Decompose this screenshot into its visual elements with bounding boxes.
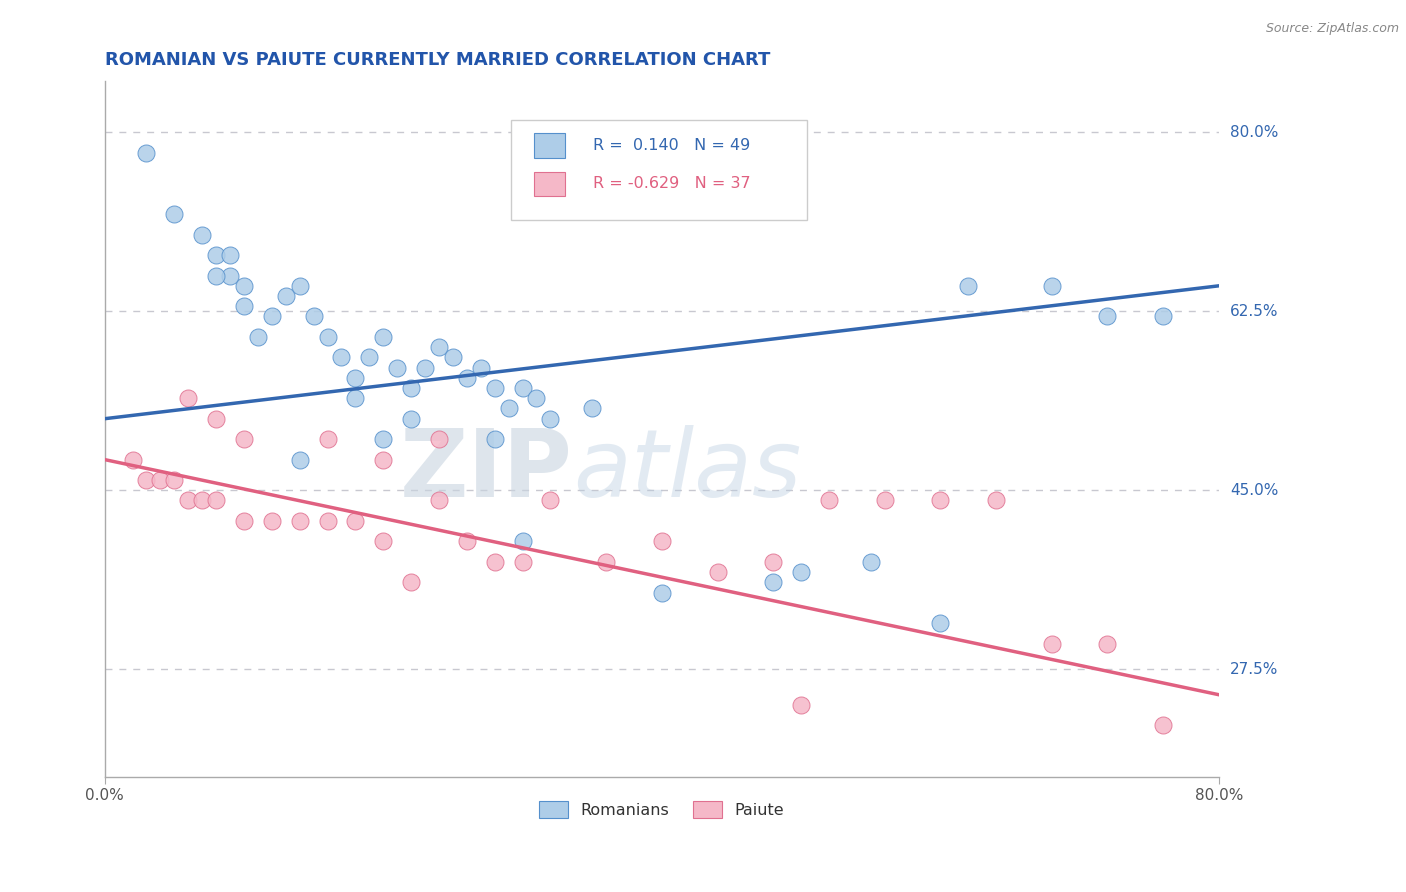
Point xyxy=(984,493,1007,508)
Point xyxy=(1097,637,1119,651)
Point xyxy=(427,340,450,354)
Point xyxy=(260,310,283,324)
Point xyxy=(456,371,478,385)
Point xyxy=(246,330,269,344)
FancyBboxPatch shape xyxy=(534,172,565,196)
Point xyxy=(484,555,506,569)
Point xyxy=(651,585,673,599)
Point xyxy=(330,351,353,365)
Point xyxy=(498,401,520,416)
Point xyxy=(762,575,785,590)
Point xyxy=(149,473,172,487)
Point xyxy=(205,493,228,508)
Point xyxy=(427,493,450,508)
Text: R = -0.629   N = 37: R = -0.629 N = 37 xyxy=(593,177,751,192)
Text: atlas: atlas xyxy=(572,425,801,516)
Point xyxy=(873,493,896,508)
Point xyxy=(191,493,214,508)
Point xyxy=(205,411,228,425)
Point xyxy=(373,330,395,344)
Point xyxy=(790,698,813,712)
Point xyxy=(233,514,256,528)
Point xyxy=(191,227,214,242)
Point xyxy=(399,411,422,425)
Text: R =  0.140   N = 49: R = 0.140 N = 49 xyxy=(593,138,749,153)
Point xyxy=(512,534,534,549)
Point xyxy=(1040,278,1063,293)
Point xyxy=(205,268,228,283)
Point xyxy=(316,330,339,344)
Text: Source: ZipAtlas.com: Source: ZipAtlas.com xyxy=(1265,22,1399,36)
Point xyxy=(484,381,506,395)
Point xyxy=(359,351,381,365)
Point xyxy=(427,432,450,446)
Point xyxy=(456,534,478,549)
Point xyxy=(288,452,311,467)
Point xyxy=(538,493,561,508)
Point xyxy=(274,289,297,303)
Point xyxy=(373,432,395,446)
Point xyxy=(288,278,311,293)
Text: ZIP: ZIP xyxy=(399,425,572,516)
Point xyxy=(121,452,143,467)
Legend: Romanians, Paiute: Romanians, Paiute xyxy=(533,795,792,824)
Point xyxy=(581,401,603,416)
Point xyxy=(344,391,367,405)
Point xyxy=(163,207,186,221)
Point xyxy=(344,371,367,385)
Point xyxy=(512,555,534,569)
Point xyxy=(790,565,813,579)
Point xyxy=(399,575,422,590)
Point xyxy=(538,411,561,425)
Point xyxy=(526,391,548,405)
Point xyxy=(706,565,728,579)
Point xyxy=(818,493,841,508)
Point xyxy=(288,514,311,528)
Point xyxy=(470,360,492,375)
Point xyxy=(316,514,339,528)
Point xyxy=(929,616,952,631)
Text: ROMANIAN VS PAIUTE CURRENTLY MARRIED CORRELATION CHART: ROMANIAN VS PAIUTE CURRENTLY MARRIED COR… xyxy=(104,51,770,69)
Point xyxy=(135,145,157,160)
Point xyxy=(373,452,395,467)
Point xyxy=(484,432,506,446)
Point xyxy=(233,432,256,446)
Text: 45.0%: 45.0% xyxy=(1230,483,1278,498)
Point xyxy=(177,493,200,508)
Point xyxy=(595,555,617,569)
FancyBboxPatch shape xyxy=(512,120,807,220)
Point xyxy=(762,555,785,569)
Point xyxy=(859,555,882,569)
Point xyxy=(205,248,228,262)
Point xyxy=(344,514,367,528)
Text: 80.0%: 80.0% xyxy=(1230,125,1278,140)
Point xyxy=(512,381,534,395)
Point xyxy=(302,310,325,324)
Point xyxy=(651,534,673,549)
Point xyxy=(163,473,186,487)
Point xyxy=(233,299,256,313)
Point xyxy=(135,473,157,487)
Point xyxy=(413,360,436,375)
Point xyxy=(219,268,242,283)
Point xyxy=(373,534,395,549)
Text: 27.5%: 27.5% xyxy=(1230,662,1278,677)
Point xyxy=(1040,637,1063,651)
Point xyxy=(385,360,408,375)
Point xyxy=(399,381,422,395)
Point xyxy=(233,278,256,293)
Point xyxy=(1152,310,1174,324)
Point xyxy=(1152,718,1174,732)
Point xyxy=(177,391,200,405)
Point xyxy=(957,278,980,293)
FancyBboxPatch shape xyxy=(534,134,565,158)
Point xyxy=(929,493,952,508)
Text: 62.5%: 62.5% xyxy=(1230,304,1278,318)
Point xyxy=(1097,310,1119,324)
Point xyxy=(260,514,283,528)
Point xyxy=(441,351,464,365)
Point xyxy=(219,248,242,262)
Point xyxy=(316,432,339,446)
